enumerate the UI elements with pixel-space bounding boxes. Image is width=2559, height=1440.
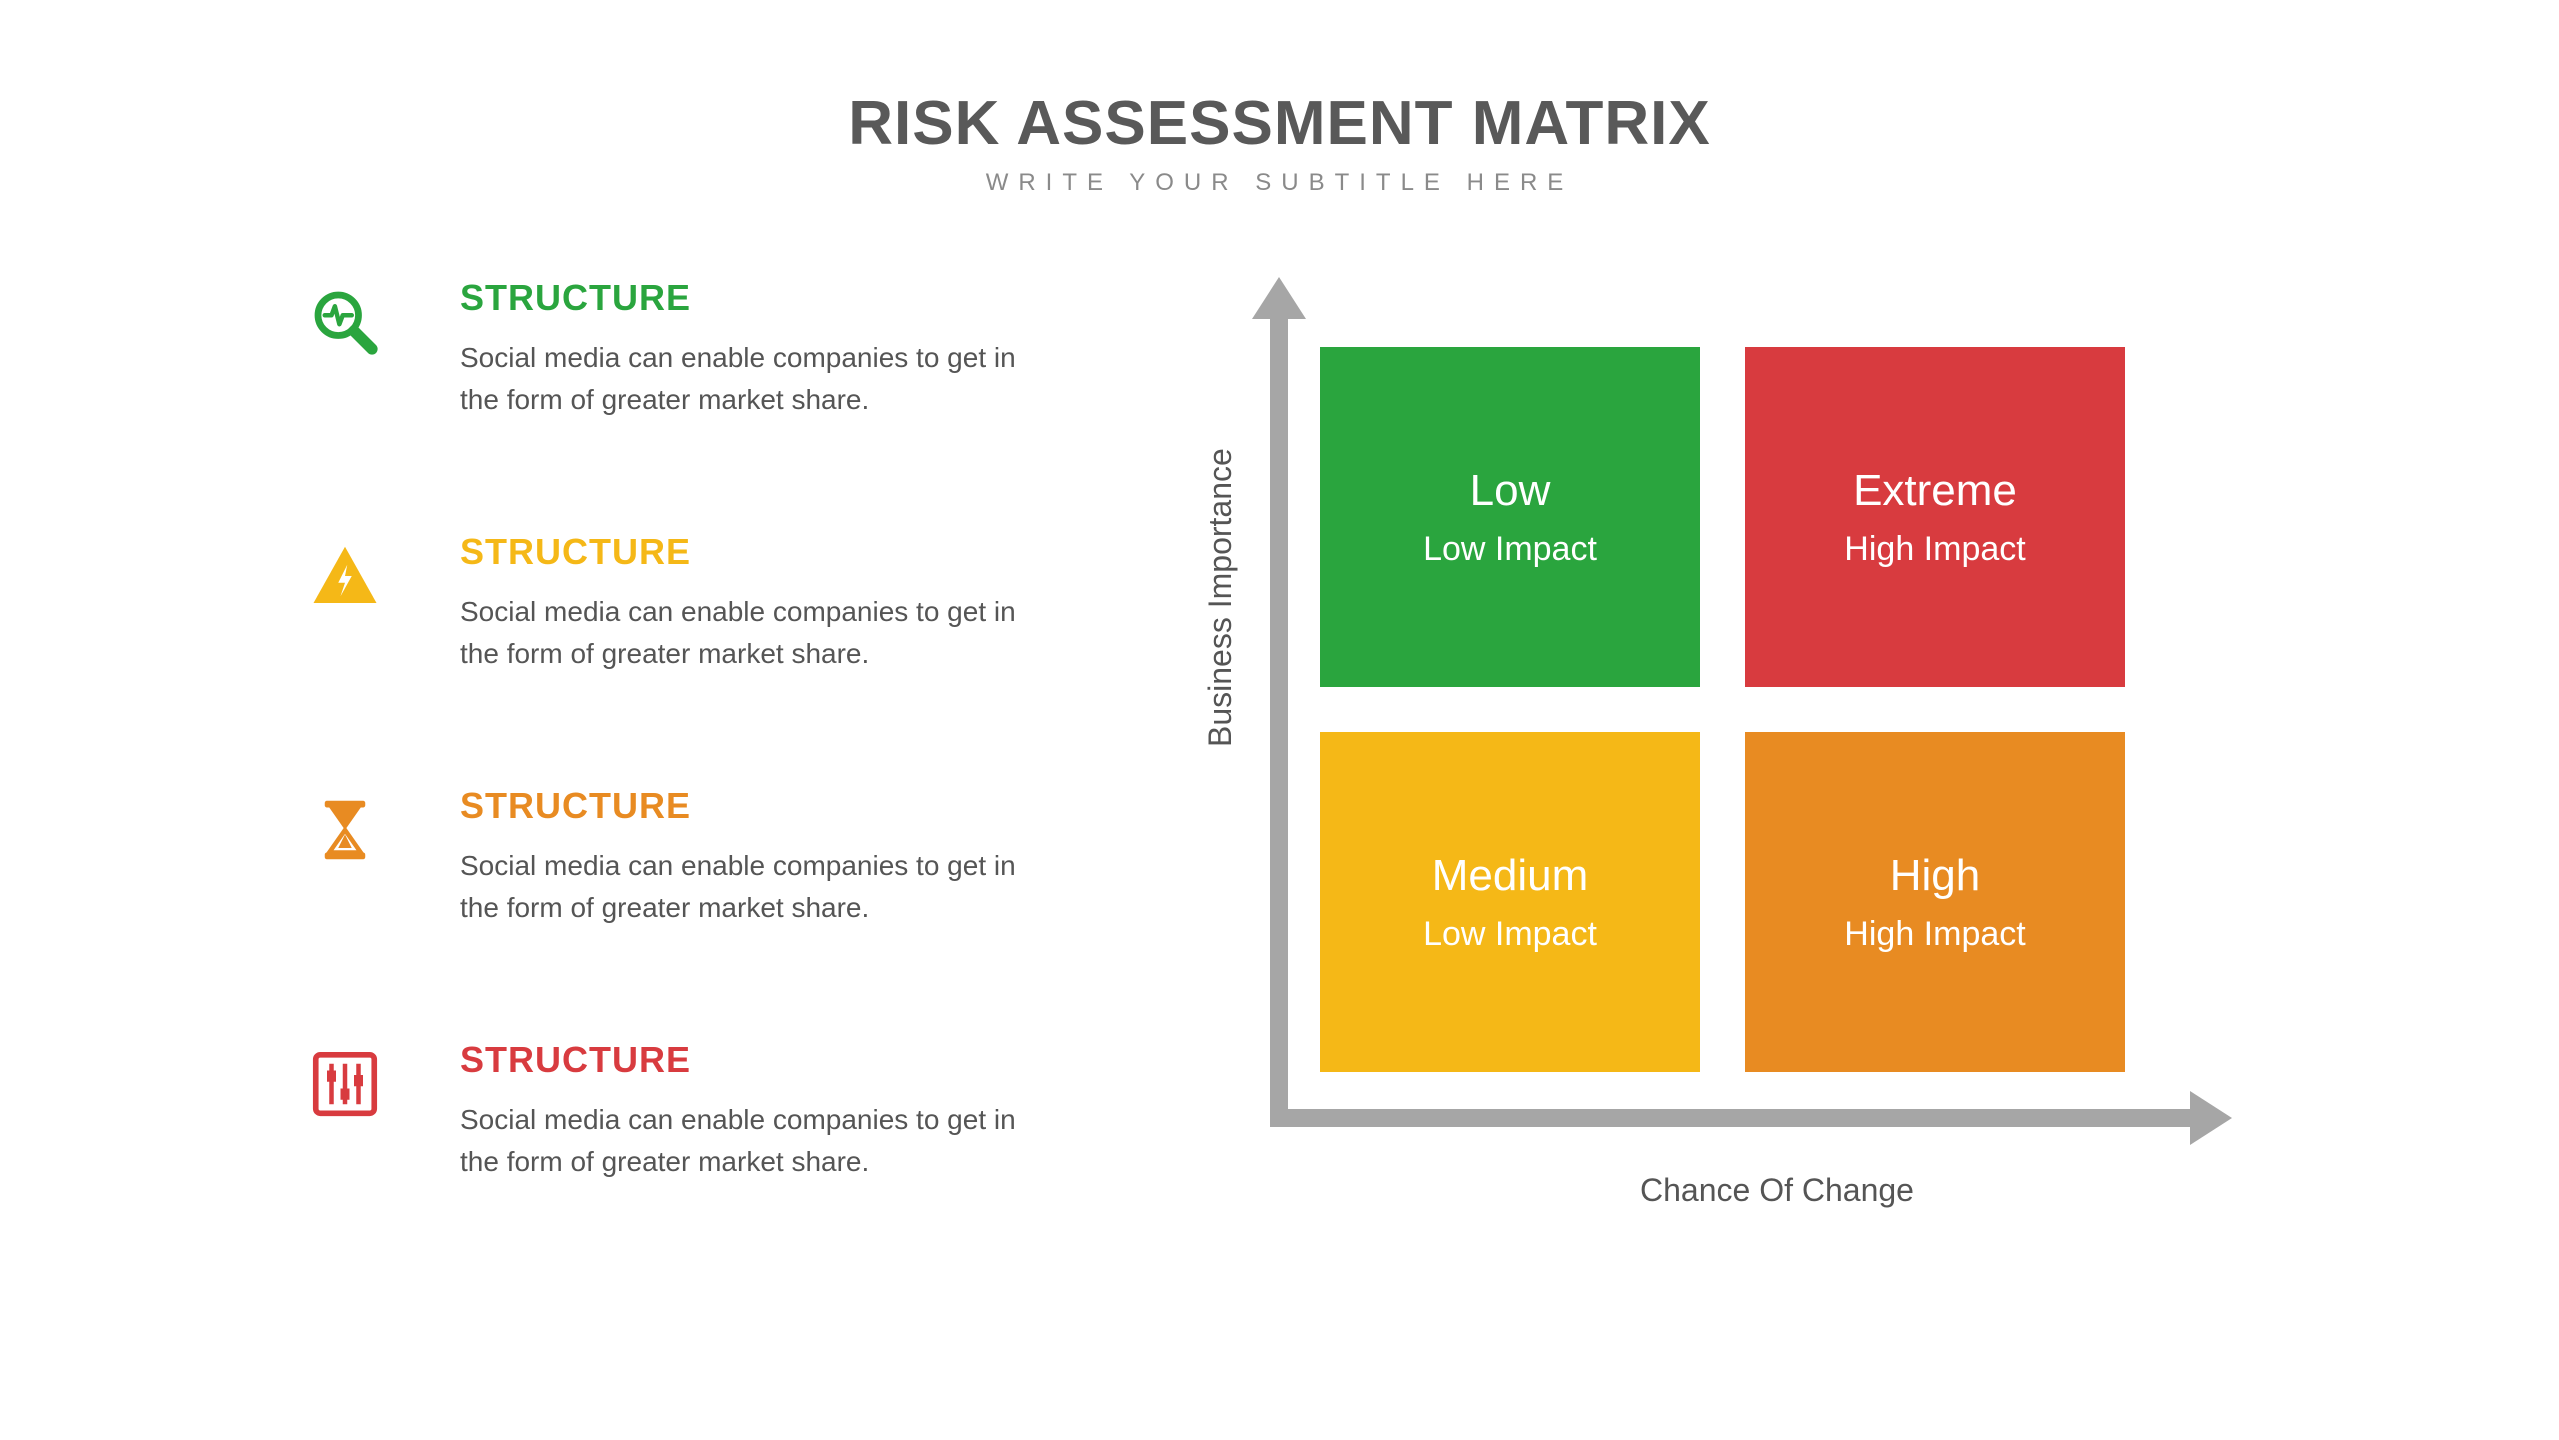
quadrant-level: Extreme <box>1853 466 2017 516</box>
structure-item-title: STRUCTURE <box>460 785 1020 827</box>
arrow-right-icon <box>2190 1091 2232 1145</box>
header: RISK ASSESSMENT MATRIX WRITE YOUR SUBTIT… <box>0 0 2559 197</box>
structure-item-title: STRUCTURE <box>460 531 1020 573</box>
quadrant-high: High High Impact <box>1745 732 2125 1072</box>
structure-item: STRUCTURE Social media can enable compan… <box>300 531 1160 675</box>
magnify-pulse-icon <box>300 277 390 367</box>
y-axis-line <box>1270 307 1288 1127</box>
quadrant-impact: Low Impact <box>1423 530 1597 569</box>
x-axis-label: Chance Of Change <box>1640 1172 1914 1209</box>
hourglass-icon <box>300 785 390 875</box>
structure-item-text: STRUCTURE Social media can enable compan… <box>390 785 1020 929</box>
quadrant-extreme: Extreme High Impact <box>1745 347 2125 687</box>
structure-list: STRUCTURE Social media can enable compan… <box>300 247 1160 1293</box>
quadrant-impact: Low Impact <box>1423 915 1597 954</box>
sliders-icon <box>300 1039 390 1129</box>
structure-item-desc: Social media can enable companies to get… <box>460 591 1020 675</box>
structure-item-desc: Social media can enable companies to get… <box>460 1099 1020 1183</box>
y-axis-label: Business Importance <box>1202 448 1239 747</box>
quadrant-medium: Medium Low Impact <box>1320 732 1700 1072</box>
matrix-chart: Business Importance Chance Of Change Low… <box>1160 247 2260 1227</box>
content-row: STRUCTURE Social media can enable compan… <box>0 197 2559 1293</box>
structure-item-text: STRUCTURE Social media can enable compan… <box>390 277 1020 421</box>
warning-bolt-icon <box>300 531 390 621</box>
quadrant-low: Low Low Impact <box>1320 347 1700 687</box>
structure-item: STRUCTURE Social media can enable compan… <box>300 785 1160 929</box>
page-subtitle: WRITE YOUR SUBTITLE HERE <box>0 169 2559 197</box>
structure-item-text: STRUCTURE Social media can enable compan… <box>390 531 1020 675</box>
structure-item-title: STRUCTURE <box>460 277 1020 319</box>
structure-item: STRUCTURE Social media can enable compan… <box>300 277 1160 421</box>
quadrant-level: Medium <box>1432 851 1589 901</box>
quadrant-impact: High Impact <box>1844 530 2025 569</box>
quadrant-grid: Low Low Impact Extreme High Impact Mediu… <box>1320 347 2125 1072</box>
quadrant-level: High <box>1890 851 1981 901</box>
structure-item-title: STRUCTURE <box>460 1039 1020 1081</box>
x-axis-line <box>1270 1109 2200 1127</box>
quadrant-level: Low <box>1470 466 1551 516</box>
structure-item-text: STRUCTURE Social media can enable compan… <box>390 1039 1020 1183</box>
structure-item-desc: Social media can enable companies to get… <box>460 845 1020 929</box>
page-title: RISK ASSESSMENT MATRIX <box>0 88 2559 159</box>
structure-item: STRUCTURE Social media can enable compan… <box>300 1039 1160 1183</box>
structure-item-desc: Social media can enable companies to get… <box>460 337 1020 421</box>
quadrant-impact: High Impact <box>1844 915 2025 954</box>
